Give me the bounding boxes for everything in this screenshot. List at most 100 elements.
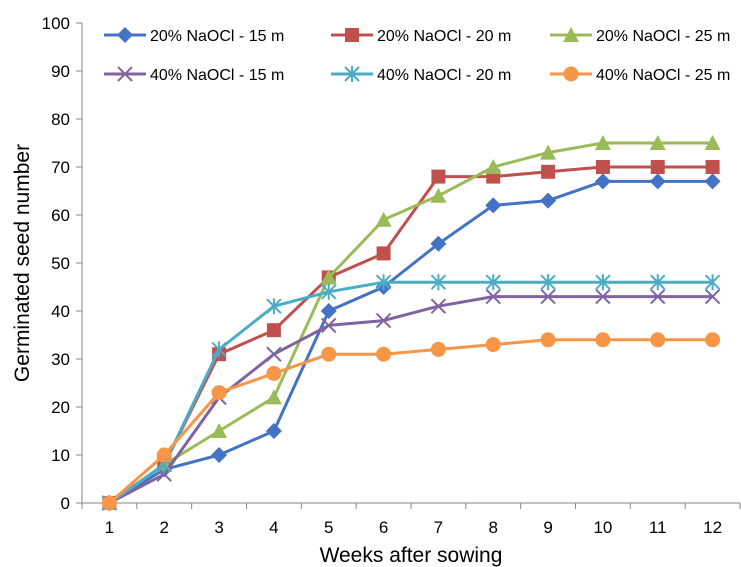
x-tick-label: 6 <box>379 518 388 537</box>
data-point <box>376 346 392 362</box>
y-tick-label: 60 <box>51 206 70 225</box>
data-point <box>320 303 337 319</box>
legend-label: 40% NaOCl - 20 m <box>377 67 511 84</box>
legend-label: 20% NaOCl - 15 m <box>150 28 284 45</box>
data-point <box>650 288 666 305</box>
y-axis-title: Germinated seed number <box>11 144 34 382</box>
data-point <box>649 173 666 190</box>
series-3 <box>101 135 721 510</box>
data-point <box>594 135 611 150</box>
series-layer <box>101 135 721 511</box>
y-tick-label: 20 <box>51 398 70 417</box>
legend-item: 40% NaOCl - 25 m <box>550 66 730 84</box>
y-tick-label: 40 <box>51 302 70 321</box>
series-line <box>108 280 713 505</box>
data-point <box>375 312 392 329</box>
legend-marker <box>117 66 133 82</box>
data-point <box>595 332 611 348</box>
data-point <box>595 288 611 305</box>
data-point <box>266 323 281 338</box>
legend-marker <box>344 66 360 82</box>
data-point <box>320 269 337 285</box>
data-point <box>704 274 721 291</box>
data-point <box>540 192 557 209</box>
y-tick-label: 50 <box>51 254 70 273</box>
data-point <box>101 495 117 511</box>
data-point <box>265 389 282 405</box>
legend-marker <box>563 27 579 42</box>
data-point <box>431 169 446 184</box>
x-tick-label: 9 <box>543 518 552 537</box>
data-point <box>595 160 610 174</box>
x-tick-label: 10 <box>593 518 612 537</box>
data-point <box>704 135 721 150</box>
x-tick-label: 12 <box>703 518 722 537</box>
legend-item: 20% NaOCl - 20 m <box>331 28 511 45</box>
data-point <box>650 160 665 174</box>
legend: 20% NaOCl - 15 m 20% NaOCl - 20 m 20% NaOC… <box>104 27 730 84</box>
y-tick-label: 0 <box>61 494 70 513</box>
data-point <box>430 298 447 314</box>
data-point <box>650 274 666 291</box>
series-line <box>108 338 713 505</box>
x-tick-label: 3 <box>214 518 223 537</box>
y-tick-label: 100 <box>42 14 70 33</box>
y-tick-label: 30 <box>51 350 70 369</box>
legend-label: 20% NaOCl - 25 m <box>596 28 730 45</box>
data-point <box>540 144 557 160</box>
legend-label: 40% NaOCl - 15 m <box>150 67 284 84</box>
data-point <box>375 274 392 291</box>
legend-item: 20% NaOCl - 25 m <box>550 27 730 45</box>
data-point <box>265 423 282 439</box>
x-tick-label: 11 <box>649 518 667 537</box>
x-tick-label: 1 <box>105 518 114 537</box>
series-2 <box>102 160 720 510</box>
data-point <box>266 346 282 362</box>
data-point <box>705 160 720 174</box>
legend-marker <box>563 66 579 82</box>
legend-marker <box>345 28 359 42</box>
legend-marker <box>117 27 133 43</box>
data-point <box>211 447 228 463</box>
data-point <box>266 298 282 315</box>
series-5 <box>101 274 721 511</box>
data-point <box>541 164 556 179</box>
data-point <box>430 235 447 252</box>
data-point <box>156 447 172 463</box>
data-point <box>704 288 721 305</box>
data-point <box>321 283 337 300</box>
series-line <box>108 141 713 505</box>
data-point <box>540 288 556 305</box>
x-tick-label: 5 <box>324 518 333 537</box>
x-tick-label: 7 <box>434 518 443 537</box>
legend-item: 20% NaOCl - 15 m <box>104 27 284 45</box>
series-line <box>108 165 713 505</box>
y-tick-label: 90 <box>51 62 70 81</box>
legend-label: 20% NaOCl - 20 m <box>377 28 511 45</box>
data-point <box>485 197 502 214</box>
x-tick-label: 2 <box>160 518 169 537</box>
data-point <box>430 274 447 291</box>
data-point <box>211 341 227 358</box>
data-point <box>430 341 446 357</box>
series-line <box>108 295 713 505</box>
legend-item: 40% NaOCl - 15 m <box>104 66 284 84</box>
data-point <box>211 423 228 438</box>
legend-label: 40% NaOCl - 25 m <box>596 67 730 84</box>
y-tick-label: 80 <box>51 110 70 129</box>
data-point <box>540 274 556 291</box>
data-point <box>376 246 391 261</box>
data-point <box>485 274 501 291</box>
data-point <box>266 365 282 381</box>
data-point <box>485 337 501 353</box>
series-line <box>108 179 713 505</box>
data-point <box>540 332 556 348</box>
x-axis-title: Weeks after sowing <box>320 544 503 567</box>
data-point <box>485 288 501 305</box>
data-point <box>594 173 611 190</box>
data-point <box>650 332 666 348</box>
series-1 <box>101 173 721 511</box>
data-point <box>375 211 392 227</box>
